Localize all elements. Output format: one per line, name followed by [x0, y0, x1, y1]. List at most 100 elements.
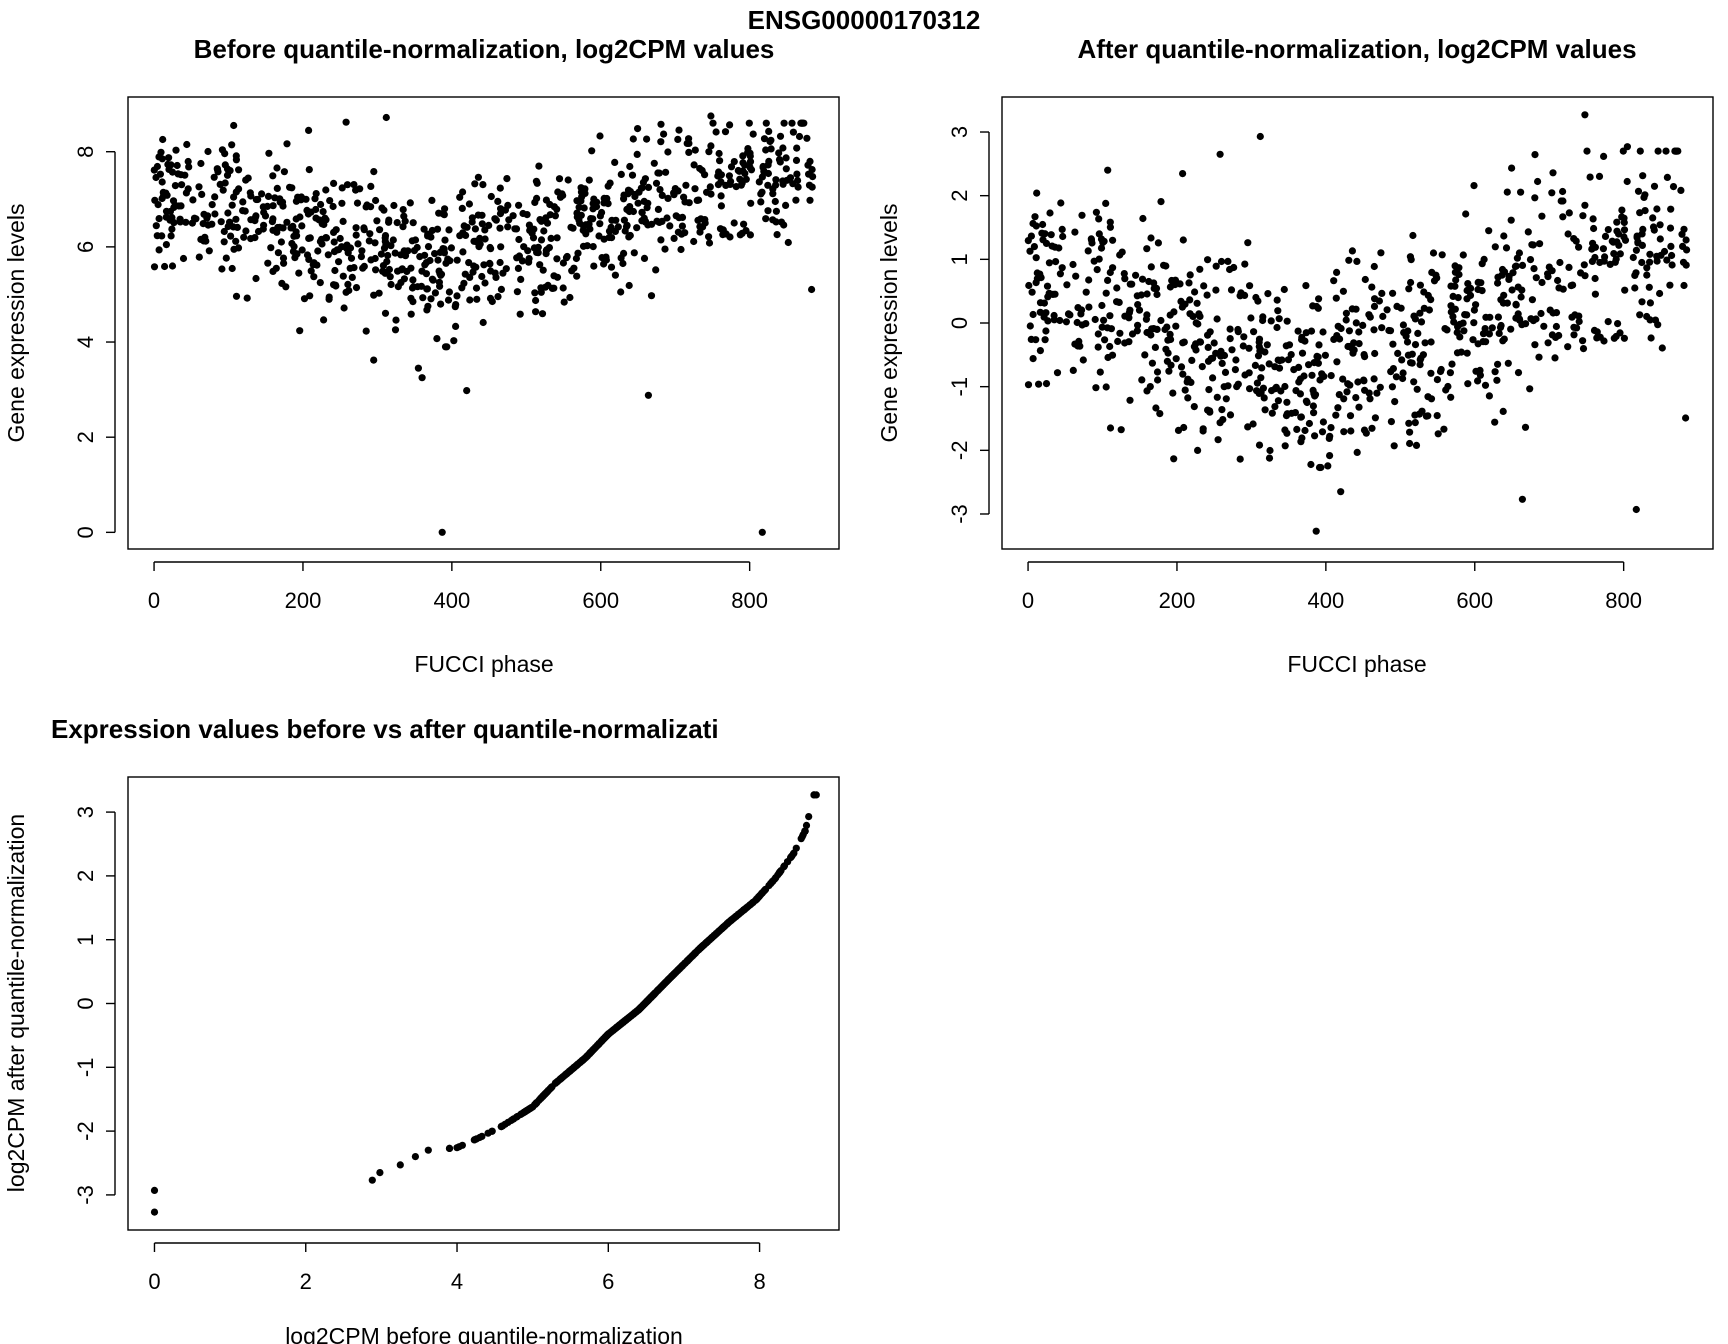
- data-point: [418, 267, 426, 275]
- data-point: [1559, 187, 1567, 196]
- data-point: [1427, 369, 1435, 377]
- data-point: [1214, 436, 1222, 444]
- data-point: [1447, 282, 1455, 290]
- data-point: [1316, 376, 1324, 384]
- data-point: [336, 234, 344, 243]
- data-point: [1495, 329, 1503, 337]
- data-point: [1429, 249, 1438, 257]
- data-point: [1318, 428, 1327, 436]
- data-point: [1203, 291, 1211, 299]
- data-point: [228, 201, 236, 209]
- data-point: [1508, 286, 1516, 294]
- data-point: [1186, 271, 1194, 279]
- data-point: [252, 274, 260, 283]
- data-point: [795, 132, 804, 141]
- data-point: [1280, 285, 1288, 294]
- data-point: [199, 220, 207, 228]
- data-point: [1027, 232, 1035, 240]
- data-point: [494, 197, 502, 205]
- data-point: [197, 159, 205, 168]
- data-point: [1204, 331, 1212, 339]
- data-point: [471, 225, 479, 233]
- data-point: [759, 162, 767, 171]
- data-point: [1267, 317, 1275, 325]
- data-point: [370, 356, 378, 364]
- data-point: [1134, 321, 1142, 329]
- data-point: [532, 308, 540, 316]
- data-point: [414, 364, 422, 372]
- data-point: [1461, 311, 1469, 319]
- data-point: [590, 262, 598, 270]
- x-tick-label: 6: [602, 1269, 614, 1294]
- data-point: [633, 150, 641, 158]
- data-point: [1218, 359, 1226, 367]
- data-point: [1604, 226, 1612, 234]
- data-point: [577, 211, 585, 219]
- data-point: [339, 217, 347, 225]
- data-point: [1469, 336, 1477, 344]
- data-point: [1581, 272, 1589, 280]
- data-point: [805, 170, 813, 178]
- data-point: [1353, 448, 1361, 456]
- data-point: [1213, 315, 1221, 323]
- data-point: [259, 203, 267, 211]
- data-point: [732, 183, 740, 191]
- data-point: [1069, 366, 1077, 374]
- data-point: [155, 215, 163, 223]
- data-point: [596, 132, 604, 140]
- data-point: [269, 215, 277, 223]
- data-point: [755, 178, 763, 186]
- data-point: [150, 1186, 159, 1194]
- data-point: [1415, 410, 1423, 418]
- data-point: [397, 251, 405, 259]
- data-point: [1456, 333, 1464, 341]
- data-point: [1263, 341, 1271, 349]
- data-point: [1618, 206, 1626, 214]
- data-point: [1370, 262, 1378, 271]
- data-point: [1287, 351, 1295, 359]
- data-point: [389, 236, 397, 244]
- data-point: [1552, 322, 1560, 331]
- data-point: [438, 528, 446, 536]
- y-tick-label: 1: [73, 934, 98, 946]
- data-point: [1036, 308, 1044, 316]
- data-point: [375, 289, 383, 297]
- data-point: [707, 142, 715, 150]
- data-point: [447, 244, 455, 252]
- data-point: [1128, 330, 1137, 338]
- data-point: [485, 221, 493, 229]
- data-point: [1643, 264, 1651, 272]
- data-point: [1500, 291, 1508, 299]
- data-point: [1616, 250, 1624, 258]
- data-point: [1132, 271, 1140, 279]
- data-point: [303, 206, 311, 214]
- data-point: [476, 1133, 484, 1142]
- data-point: [1120, 270, 1128, 278]
- data-point: [1407, 278, 1415, 287]
- data-point: [1629, 253, 1637, 262]
- data-point: [393, 219, 401, 227]
- data-point: [634, 125, 642, 133]
- data-point: [626, 203, 634, 211]
- data-point: [1102, 383, 1110, 391]
- data-point: [168, 225, 176, 233]
- data-point: [1166, 330, 1174, 338]
- data-point: [166, 216, 174, 224]
- data-point: [315, 216, 323, 224]
- data-point: [1147, 263, 1155, 271]
- data-point: [1399, 374, 1407, 383]
- data-point: [1253, 379, 1261, 387]
- data-point: [313, 261, 321, 269]
- data-point: [1556, 258, 1564, 267]
- data-point: [445, 1144, 454, 1152]
- data-point: [335, 258, 343, 266]
- data-point: [1459, 251, 1467, 259]
- data-point: [1433, 274, 1441, 282]
- data-point: [274, 249, 282, 257]
- data-point: [272, 264, 280, 272]
- data-point: [1056, 270, 1064, 278]
- data-point: [422, 259, 430, 267]
- data-point: [320, 220, 328, 229]
- data-point: [1210, 339, 1218, 347]
- data-point: [504, 223, 512, 231]
